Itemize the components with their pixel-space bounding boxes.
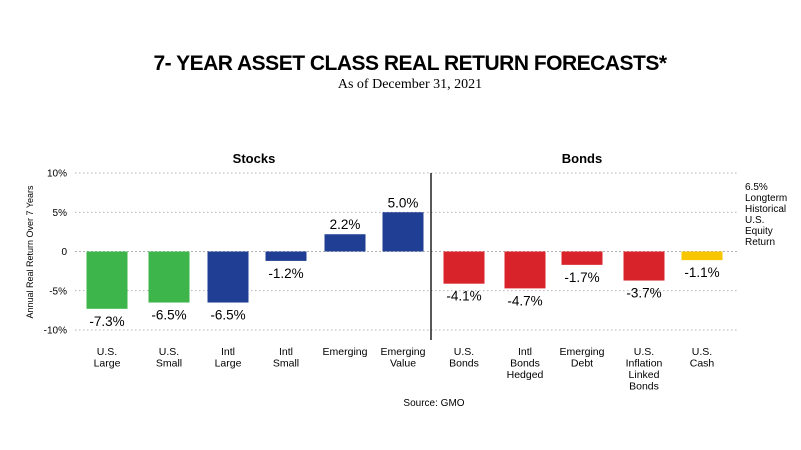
chart-subtitle: As of December 31, 2021	[338, 77, 482, 92]
value-label: -6.5%	[151, 308, 186, 323]
longterm-return-note: 6.5% Longterm Historical U.S. Equity Return	[745, 182, 787, 248]
category-label: Emerging Debt	[560, 346, 605, 370]
category-label: U.S. Small	[156, 346, 182, 370]
y-tick-label: -5%	[49, 286, 67, 297]
bar	[504, 251, 546, 289]
y-tick-label: -10%	[44, 326, 67, 337]
source-note: Source: GMO	[403, 398, 464, 409]
bar	[443, 251, 485, 284]
category-label: U.S. Inflation Linked Bonds	[626, 346, 663, 393]
value-label: -1.2%	[268, 266, 303, 281]
chart-title: 7- YEAR ASSET CLASS REAL RETURN FORECAST…	[153, 52, 667, 75]
value-labels: -7.3% -6.5% -6.5% -1.2% 2.2% 5.0% -4.1% -4.7% -1…	[89, 195, 719, 329]
y-tick-label: 0	[61, 247, 67, 258]
category-label: Intl Large	[215, 346, 242, 370]
value-label: -7.3%	[89, 314, 124, 329]
bar	[86, 251, 128, 309]
y-axis-label: Annual Real Return Over 7 Years	[25, 185, 35, 319]
bar	[382, 212, 424, 252]
bar	[561, 251, 603, 265]
category-label: U.S. Bonds	[449, 346, 479, 370]
value-label: 2.2%	[330, 217, 361, 232]
bar	[265, 251, 307, 261]
value-label: -4.1%	[446, 289, 481, 304]
value-label: -3.7%	[626, 286, 661, 301]
category-label: Intl Bonds Hedged	[507, 346, 544, 381]
value-label: -1.7%	[564, 270, 599, 285]
value-label: -1.1%	[684, 265, 719, 280]
longterm-return-text: 6.5% Longterm Historical U.S. Equity Return	[745, 182, 787, 248]
value-label: 5.0%	[388, 195, 419, 210]
category-label: Intl Small	[273, 346, 299, 370]
y-tick-label: 5%	[53, 208, 68, 219]
category-label: Emerging Value	[381, 346, 426, 370]
bar	[681, 251, 723, 261]
category-label: U.S. Large	[94, 346, 121, 370]
y-tick-label: 10%	[47, 169, 67, 180]
category-label: U.S. Cash	[690, 346, 715, 370]
bar	[324, 234, 366, 252]
bonds-group-label: Bonds	[562, 151, 602, 166]
bar	[148, 251, 190, 303]
bars	[86, 212, 723, 309]
y-axis-ticks: 10% 5% 0 -5% -10%	[44, 169, 68, 337]
value-label: -6.5%	[210, 308, 245, 323]
category-label: Emerging	[323, 346, 368, 358]
bar	[207, 251, 249, 303]
bar	[623, 251, 665, 281]
category-labels: U.S. Large U.S. Small Intl Large Intl Small Emer…	[94, 346, 715, 393]
stocks-group-label: Stocks	[233, 151, 276, 166]
value-label: -4.7%	[507, 293, 542, 308]
